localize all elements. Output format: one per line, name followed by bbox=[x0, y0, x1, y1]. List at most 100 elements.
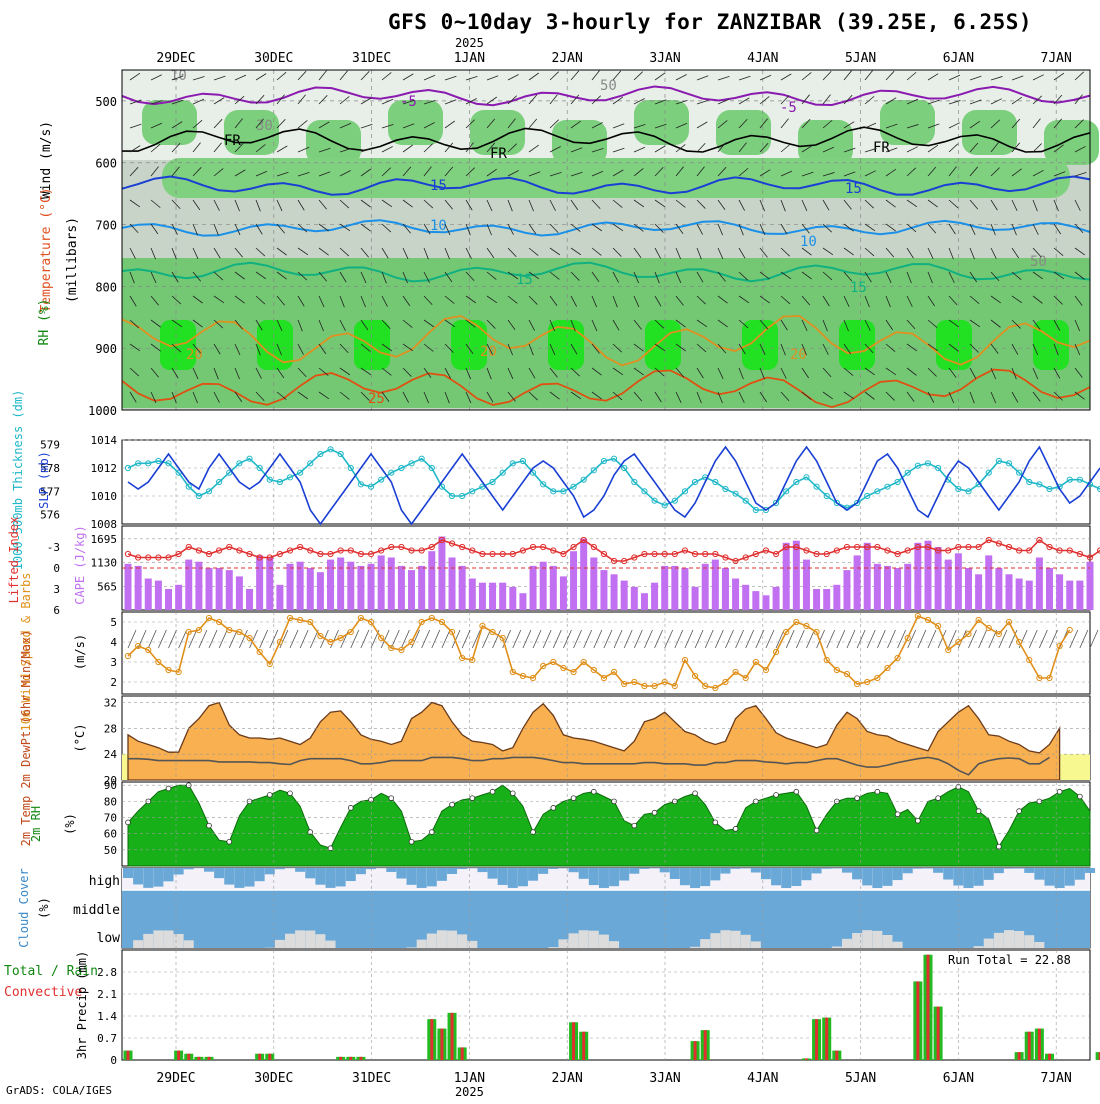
cape-bar bbox=[560, 576, 567, 610]
wind10-barb bbox=[523, 630, 531, 648]
wind10-barb bbox=[158, 630, 166, 648]
precip-conv-bar bbox=[461, 1047, 464, 1060]
contour-label: 10 bbox=[430, 218, 447, 234]
pressure-tick-label: 800 bbox=[95, 280, 117, 294]
cloud-high-bar bbox=[437, 868, 447, 881]
date-label-top: 4JAN bbox=[747, 51, 778, 66]
rh-point bbox=[794, 789, 799, 794]
wind10-barb bbox=[827, 630, 835, 648]
cloud-high-bar bbox=[346, 868, 356, 881]
rh-point bbox=[470, 796, 475, 801]
wind10-barb bbox=[918, 630, 926, 648]
rh-moist-patch bbox=[634, 100, 689, 145]
cloud-high-bar bbox=[882, 868, 892, 886]
cloud-high-bar bbox=[680, 868, 690, 885]
cape-bar bbox=[540, 562, 547, 610]
wind10-barb bbox=[938, 630, 946, 648]
rh-moist-band bbox=[162, 158, 1070, 198]
cloud-high-bar bbox=[265, 868, 275, 874]
cape-bar bbox=[661, 566, 668, 610]
cape-bar bbox=[459, 566, 466, 610]
cloud-low-bar bbox=[579, 930, 589, 948]
wind10-barb bbox=[746, 630, 754, 648]
rh-tick: 80 bbox=[104, 795, 117, 808]
rh-moist-patch bbox=[880, 100, 935, 145]
wind10-barb bbox=[867, 630, 875, 648]
cape-bar bbox=[995, 568, 1002, 610]
cloud-high-bar bbox=[872, 868, 882, 888]
cloud-low-bar bbox=[731, 931, 741, 948]
rh-tick: 50 bbox=[104, 844, 117, 857]
wind10-barb bbox=[766, 630, 774, 648]
wind10-barb bbox=[725, 630, 733, 648]
cape-bar bbox=[125, 564, 132, 610]
cape-bar bbox=[621, 581, 628, 610]
precip-conv-bar bbox=[1018, 1052, 1021, 1060]
rh-point bbox=[288, 791, 293, 796]
cape-bar bbox=[317, 572, 324, 610]
wind10-barb bbox=[432, 630, 440, 648]
contour-label: FR bbox=[873, 140, 890, 156]
rh-moist-patch bbox=[962, 110, 1017, 155]
cloud-high-bar bbox=[1085, 868, 1095, 873]
cape-bar bbox=[266, 558, 273, 611]
cloud-high-bar bbox=[862, 868, 872, 885]
cloud-high-bar bbox=[315, 868, 325, 885]
cloud-high-bar bbox=[417, 868, 427, 888]
cloud-high-bar bbox=[913, 868, 923, 869]
wind10-barb bbox=[1029, 630, 1037, 648]
cloud-low-bar bbox=[882, 935, 892, 948]
cape-bar bbox=[823, 589, 830, 610]
wind10-barb bbox=[148, 630, 156, 648]
cape-bar bbox=[368, 564, 375, 610]
wind10-barb bbox=[361, 630, 369, 648]
axis-unit-cloud: (%) bbox=[37, 897, 51, 919]
precip-conv-bar bbox=[937, 1007, 940, 1060]
date-label-bottom: 6JAN bbox=[943, 1071, 974, 1086]
rh-point bbox=[855, 796, 860, 801]
cloud-low-bar bbox=[305, 931, 315, 948]
precip-conv-bar bbox=[440, 1029, 443, 1060]
cape-bar bbox=[702, 564, 709, 610]
cape-bar bbox=[813, 589, 820, 610]
cloud-high-bar bbox=[386, 868, 396, 872]
cape-bar bbox=[337, 558, 344, 611]
rh-point bbox=[1057, 789, 1062, 794]
cape-bar bbox=[206, 568, 213, 610]
date-label-bottom: 7JAN bbox=[1041, 1071, 1072, 1086]
cloud-high-bar bbox=[619, 868, 629, 881]
cloud-high-bar bbox=[1065, 868, 1075, 886]
rh-point bbox=[571, 796, 576, 801]
cloud-low-bar bbox=[994, 933, 1004, 948]
cloud-high-bar bbox=[893, 868, 903, 880]
cloud-high-bar bbox=[538, 868, 548, 874]
cape-bar bbox=[509, 587, 516, 610]
wind10-barb bbox=[351, 630, 359, 648]
cloud-low-bar bbox=[417, 940, 427, 948]
wind10-barb bbox=[513, 630, 521, 648]
wind10-barb bbox=[705, 630, 713, 648]
cloud-high-bar bbox=[579, 868, 589, 879]
contour-label: 20 bbox=[186, 347, 203, 363]
precip-conv-bar bbox=[926, 955, 929, 1060]
wind10-barb bbox=[219, 630, 227, 648]
cape-bar bbox=[388, 558, 395, 611]
cloud-high-bar bbox=[305, 868, 315, 878]
wind10-barb bbox=[1009, 630, 1017, 648]
wind10-tick: 5 bbox=[110, 616, 117, 629]
cape-bar bbox=[307, 568, 314, 610]
cloud-high-bar bbox=[994, 868, 1004, 873]
rh-point bbox=[591, 789, 596, 794]
date-label-top: 5JAN bbox=[845, 51, 876, 66]
cape-bar bbox=[1005, 574, 1012, 610]
cloud-low-bar bbox=[174, 934, 184, 948]
cape-bar bbox=[570, 551, 577, 610]
wind10-barb bbox=[857, 630, 865, 648]
precip-conv-bar bbox=[1048, 1054, 1051, 1060]
wind10-barb bbox=[574, 630, 582, 648]
cape-bar bbox=[712, 560, 719, 610]
slp-tick: 1010 bbox=[91, 490, 118, 503]
rh-point bbox=[814, 828, 819, 833]
cape-bar bbox=[651, 583, 658, 610]
cloud-low-bar bbox=[275, 940, 285, 948]
